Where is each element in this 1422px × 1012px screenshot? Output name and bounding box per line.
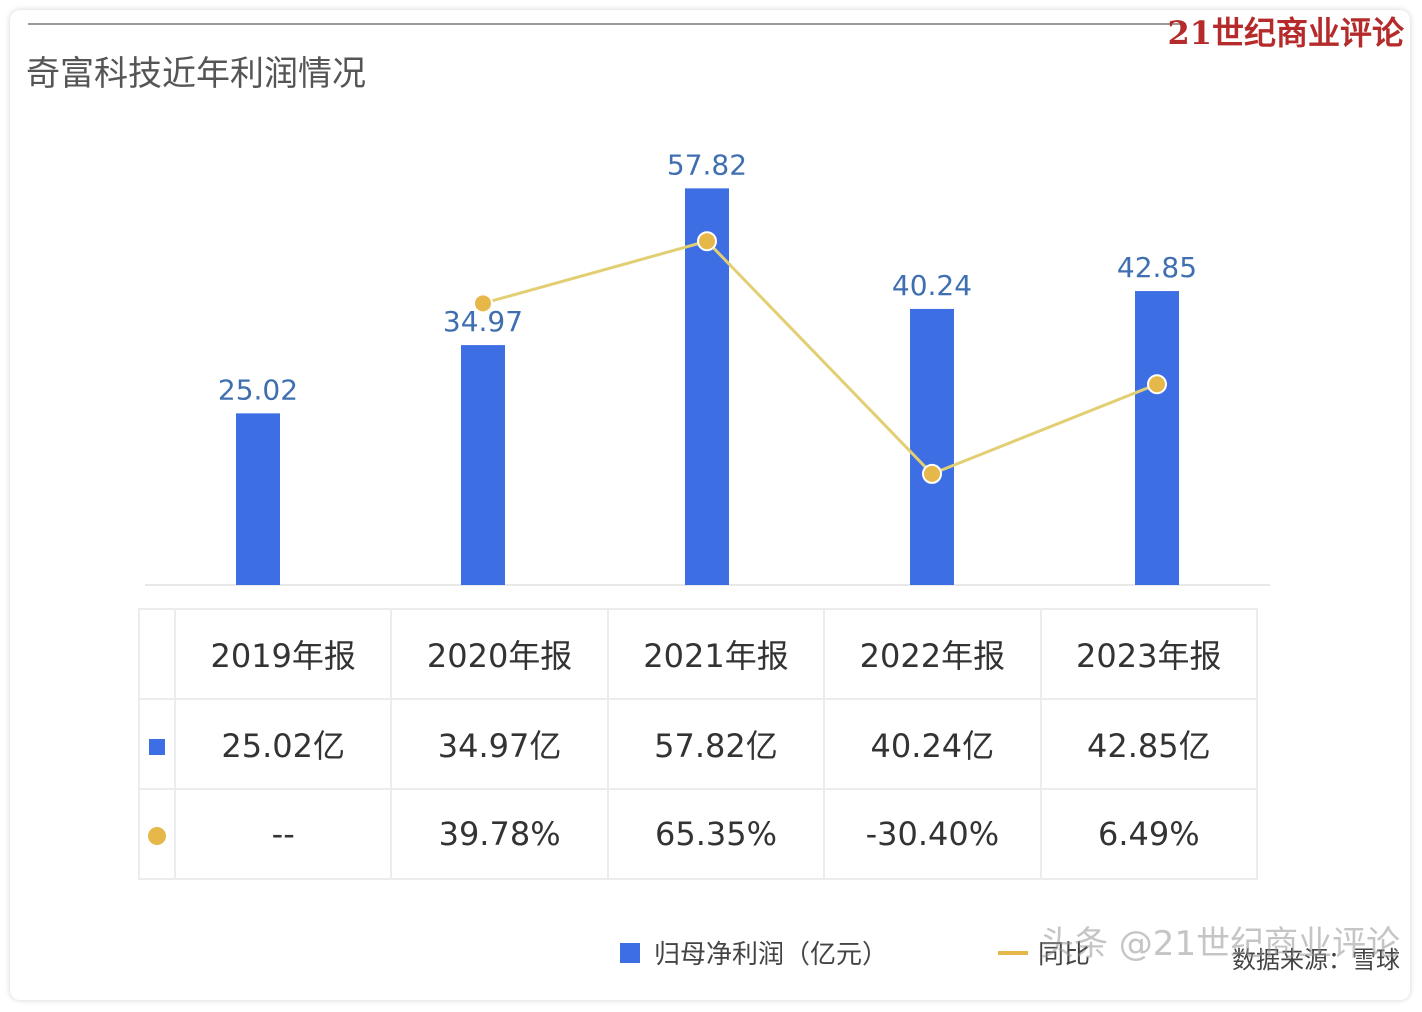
legend-line-swatch-icon <box>998 950 1029 955</box>
bar <box>461 345 505 585</box>
yoy-cell: -- <box>173 788 393 880</box>
yoy-point <box>697 231 717 252</box>
profit-row-marker <box>138 698 176 790</box>
profit-cell: 34.97亿 <box>390 698 609 790</box>
table-header-row: 2019年报 2020年报 2021年报 2022年报 2023年报 <box>138 608 1259 700</box>
category-label: 2021年报 <box>606 608 826 700</box>
square-marker-icon <box>149 739 165 755</box>
yoy-point <box>473 293 493 314</box>
bar-value-label: 57.82 <box>667 148 747 181</box>
bar <box>910 308 954 585</box>
profit-cell: 42.85亿 <box>1039 698 1259 790</box>
yoy-point <box>922 463 942 484</box>
brand-logo: 21世纪商业评论 <box>1167 14 1404 52</box>
dot-marker-icon <box>148 827 166 845</box>
legend-bar-label: 归母净利润（亿元） <box>654 940 889 970</box>
category-label: 2019年报 <box>173 608 393 700</box>
yoy-cell: 39.78% <box>390 788 609 880</box>
table-row-yoy: -- 39.78% 65.35% -30.40% 6.49% <box>138 788 1259 880</box>
profit-cell: 25.02亿 <box>173 698 393 790</box>
bar <box>236 413 280 585</box>
watermark: 头条 @21世纪商业评论 <box>1040 924 1401 964</box>
bar <box>1135 291 1179 585</box>
legend: 归母净利润（亿元） 同比 <box>620 934 1090 971</box>
legend-bar-swatch-icon <box>620 942 640 963</box>
profit-cell: 40.24亿 <box>823 698 1042 790</box>
yoy-cell: -30.40% <box>823 788 1042 880</box>
yoy-series-line <box>482 239 1158 476</box>
profit-cell: 57.82亿 <box>606 698 826 790</box>
bar-value-label: 25.02 <box>218 373 298 406</box>
yoy-cell: 65.35% <box>606 788 826 880</box>
category-label: 2023年报 <box>1039 608 1259 700</box>
category-label: 2020年报 <box>390 608 609 700</box>
table-corner-cell <box>138 608 176 700</box>
data-table: 2019年报 2020年报 2021年报 2022年报 2023年报 25.02… <box>138 608 1259 880</box>
top-rule <box>28 23 1186 25</box>
yoy-row-marker <box>138 788 176 880</box>
data-source: 数据来源：雪球 <box>1232 946 1400 974</box>
bar-value-label: 42.85 <box>1117 251 1197 284</box>
category-label: 2022年报 <box>823 608 1042 700</box>
chart-title: 奇富科技近年利润情况 <box>26 54 366 94</box>
legend-line-label: 同比 <box>1038 940 1091 970</box>
bar-value-label: 40.24 <box>892 269 972 302</box>
yoy-point <box>1147 374 1167 395</box>
table-row-profit: 25.02亿 34.97亿 57.82亿 40.24亿 42.85亿 <box>138 698 1259 790</box>
yoy-cell: 6.49% <box>1039 788 1259 880</box>
